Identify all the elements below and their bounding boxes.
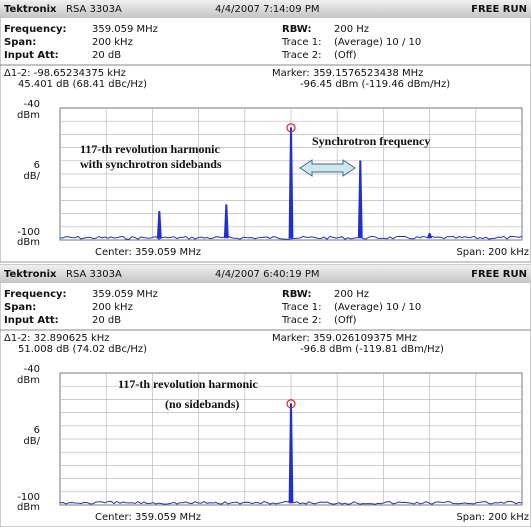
setting-value: 200 Hz	[334, 24, 369, 35]
setting-value: 200 kHz	[92, 37, 133, 48]
setting-value: 200 Hz	[334, 289, 369, 300]
y-top-unit: dBm	[17, 110, 40, 121]
noise-floor	[59, 235, 523, 240]
setting-label: Trace 2:	[281, 315, 321, 326]
center-freq: Center: 359.059 MHz	[95, 512, 201, 523]
setting-label: RBW:	[282, 289, 312, 300]
datetime: 4/4/2007 6:40:19 PM	[215, 269, 319, 280]
setting-label: Trace 1:	[281, 302, 321, 313]
y-top-label: -40	[24, 99, 40, 110]
brand: Tektronix	[4, 269, 57, 280]
brand: Tektronix	[4, 4, 57, 15]
delta-level: 51.008 dB (74.02 dBc/Hz)	[18, 344, 147, 355]
setting-label: Span:	[4, 302, 36, 313]
marker: Marker: 359.026109375 MHz	[272, 333, 417, 344]
y-bottom-label: -100	[17, 492, 40, 503]
marker-circle	[286, 399, 296, 409]
y-bottom-unit: dBm	[17, 502, 40, 513]
header-bar	[0, 0, 531, 18]
setting-value: (Average) 10 / 10	[334, 37, 421, 48]
setting-label: Trace 1:	[281, 37, 321, 48]
delta: Δ1-2: -98.65234375 kHz	[4, 68, 126, 79]
setting-value: 20 dB	[92, 50, 121, 61]
setting-label: Frequency:	[4, 24, 67, 35]
setting-value: 200 kHz	[92, 302, 133, 313]
setting-label: Trace 2:	[281, 50, 321, 61]
marker-level: -96.8 dBm (-119.81 dBm/Hz)	[300, 344, 444, 355]
setting-label: Input Att:	[4, 315, 59, 326]
peak	[288, 403, 294, 504]
model: RSA 3303A	[66, 269, 122, 280]
setting-value: 359.059 MHz	[92, 289, 158, 300]
status: FREE RUN	[471, 4, 527, 15]
peak	[427, 233, 433, 239]
setting-label: Input Att:	[4, 50, 59, 61]
annotation: 117-th revolution harmonic	[80, 142, 220, 156]
annotation: Synchrotron frequency	[312, 134, 430, 148]
scale-unit: dB/	[23, 171, 40, 182]
annotation: (no sidebands)	[165, 397, 239, 411]
delta: Δ1-2: 32.890625 kHz	[4, 333, 110, 344]
peak	[156, 211, 162, 239]
setting-value: 359.059 MHz	[92, 24, 158, 35]
annotation: with synchrotron sidebands	[80, 157, 222, 171]
center-freq: Center: 359.059 MHz	[95, 247, 201, 258]
span-label: Span: 200 kHz	[456, 512, 529, 523]
setting-value: (Average) 10 / 10	[334, 302, 421, 313]
marker-circle	[286, 123, 296, 133]
peak	[357, 160, 363, 239]
datetime: 4/4/2007 7:14:09 PM	[215, 4, 319, 15]
setting-value: (Off)	[334, 50, 357, 61]
scale-label: 6	[34, 425, 40, 436]
y-bottom-unit: dBm	[17, 237, 40, 248]
double-arrow	[299, 159, 356, 177]
setting-value: 20 dB	[92, 315, 121, 326]
delta-level: 45.401 dB (68.41 dBc/Hz)	[18, 79, 147, 90]
marker: Marker: 359.1576523438 MHz	[272, 68, 423, 79]
model: RSA 3303A	[66, 4, 122, 15]
y-top-unit: dBm	[17, 375, 40, 386]
scale-unit: dB/	[23, 436, 40, 447]
marker-level: -96.45 dBm (-119.46 dBm/Hz)	[300, 79, 450, 90]
header-bar	[0, 265, 531, 283]
setting-label: RBW:	[282, 24, 312, 35]
peak	[223, 204, 229, 239]
status: FREE RUN	[471, 269, 527, 280]
y-top-label: -40	[24, 364, 40, 375]
scale-label: 6	[34, 160, 40, 171]
setting-value: (Off)	[334, 315, 357, 326]
setting-label: Span:	[4, 37, 36, 48]
annotation: 117-th revolution harmonic	[118, 377, 258, 391]
peak	[288, 127, 294, 239]
setting-label: Frequency:	[4, 289, 67, 300]
span-label: Span: 200 kHz	[456, 247, 529, 258]
y-bottom-label: -100	[17, 227, 40, 238]
